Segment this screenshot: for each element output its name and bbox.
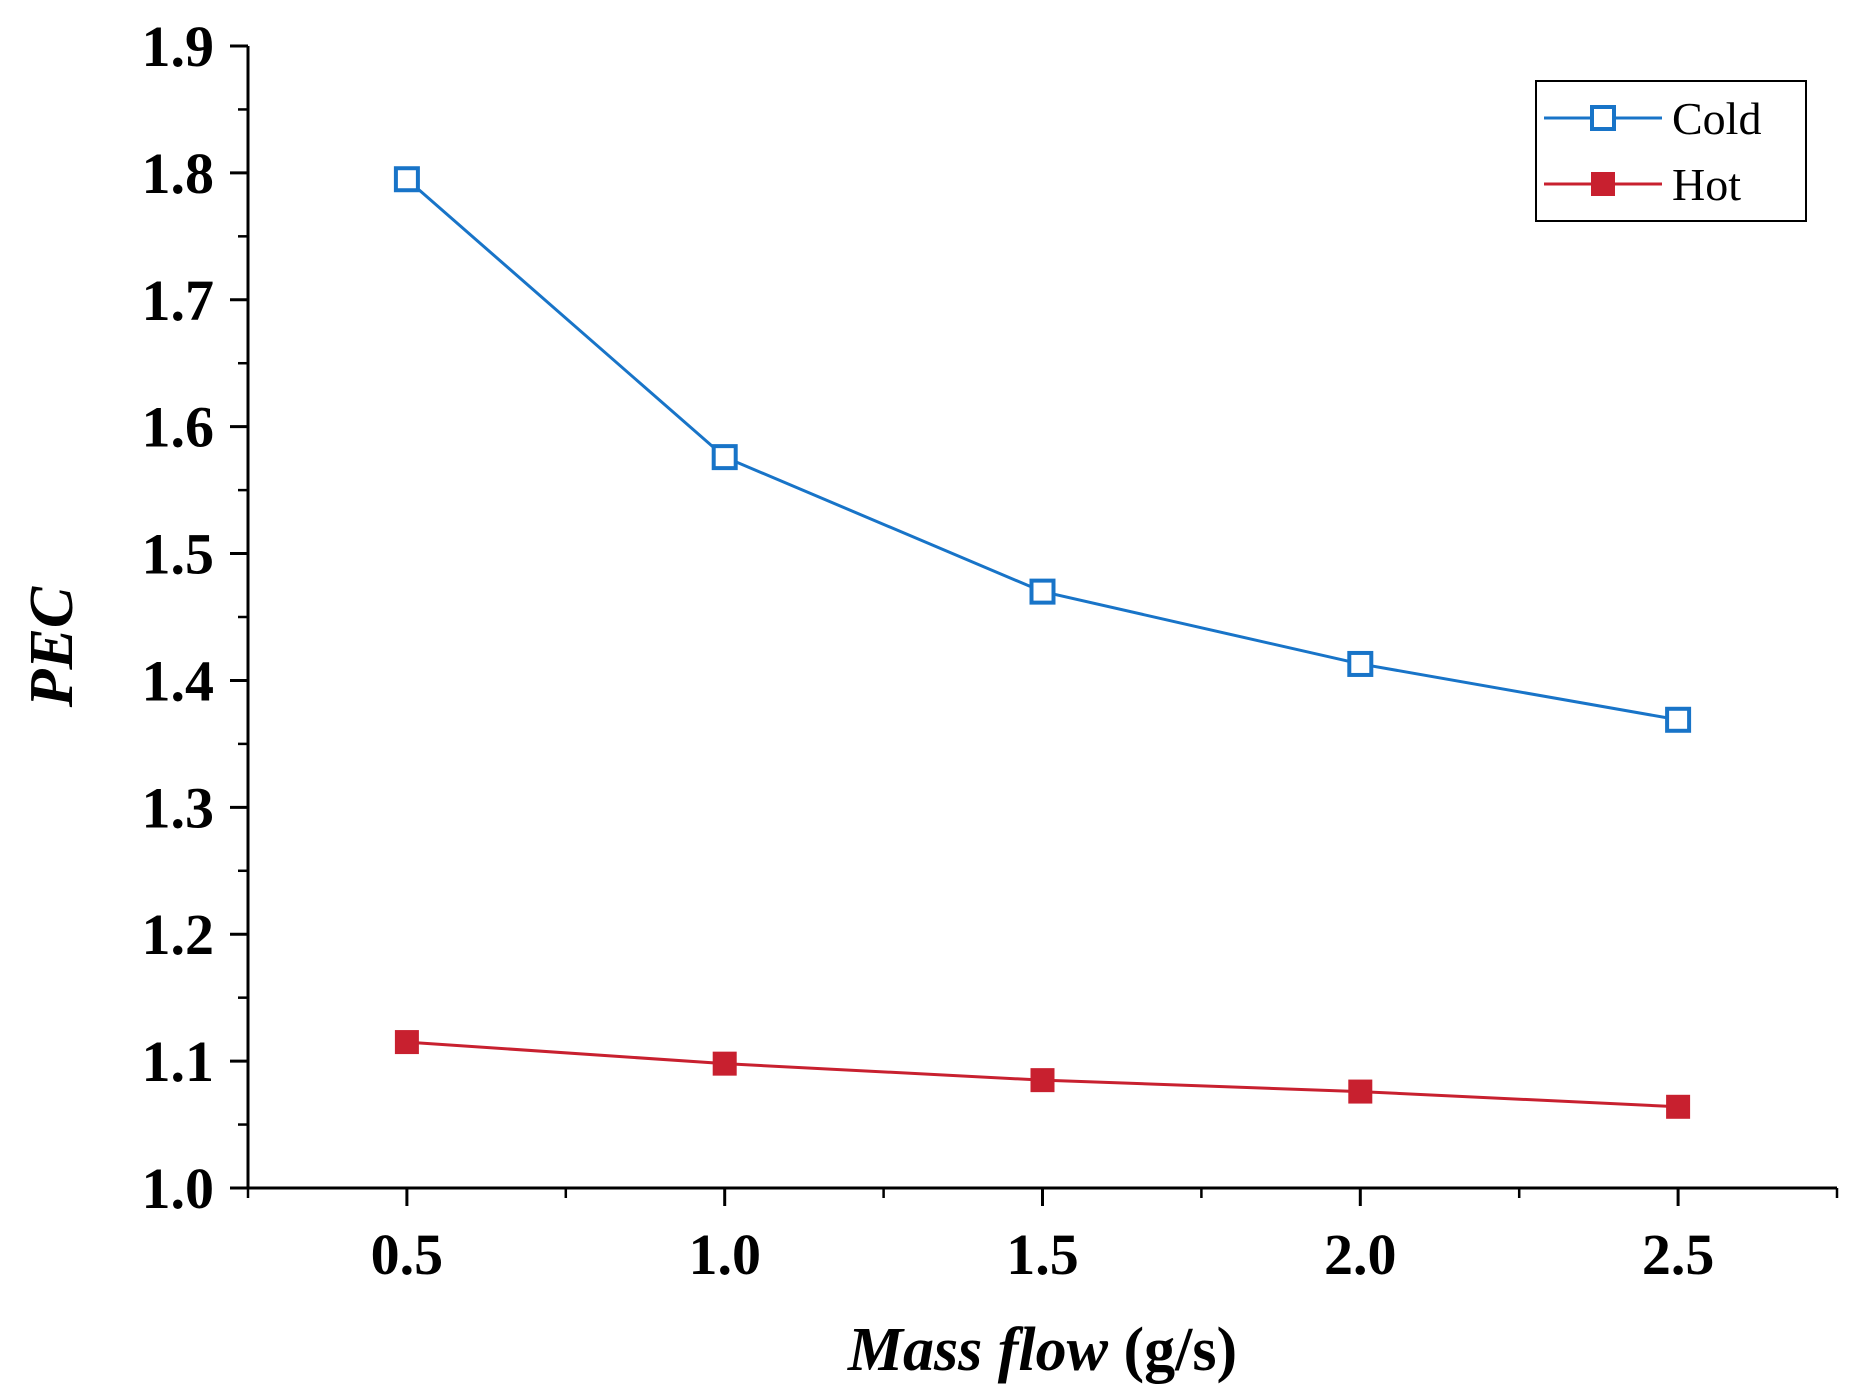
y-tick-label: 1.3 (142, 775, 215, 840)
x-tick-label: 2.5 (1642, 1222, 1715, 1287)
y-tick-label: 1.9 (142, 14, 215, 79)
x-tick-label: 1.0 (688, 1222, 761, 1287)
x-tick-label: 2.0 (1324, 1222, 1397, 1287)
series-cold (393, 166, 1692, 733)
data-point-cold (1029, 578, 1056, 605)
legend-marker-cold (1590, 105, 1616, 131)
x-tick-label: 0.5 (371, 1222, 444, 1287)
x-tick-label: 1.5 (1006, 1222, 1079, 1287)
data-point-hot (712, 1051, 737, 1076)
y-tick-label: 1.4 (142, 648, 215, 713)
y-tick-label: 1.2 (142, 902, 215, 967)
ticks: 1.0 1.1 1.2 1.3 1.4 1.5 1.6 1.7 1.8 1.9 0.5 1.0 1.5 2… (142, 14, 1839, 1287)
y-tick-label: 1.5 (142, 522, 215, 587)
data-point-cold (1347, 650, 1374, 677)
data-point-cold (711, 444, 738, 471)
legend: Cold Hot (1535, 80, 1807, 222)
legend-marker-hot (1591, 172, 1615, 196)
y-tick-label: 1.6 (142, 395, 215, 460)
data-point-hot (1030, 1068, 1055, 1093)
data-point-hot (1666, 1094, 1691, 1119)
y-tick-label: 1.0 (142, 1156, 215, 1221)
data-point-cold (1665, 706, 1692, 733)
data-point-cold (393, 166, 420, 193)
legend-label-cold: Cold (1672, 93, 1761, 144)
y-axis-title: PEC (18, 586, 86, 708)
series-line-cold (405, 178, 1679, 722)
x-axis-title-main: Mass flow (847, 1316, 1109, 1384)
series-hot (394, 1030, 1691, 1119)
legend-box (1535, 80, 1807, 222)
series-layer (393, 166, 1692, 1119)
y-tick-label: 1.8 (142, 141, 215, 206)
x-axis-title: Mass flow (g/s) (847, 1316, 1237, 1384)
y-tick-label: 1.1 (142, 1029, 215, 1094)
y-tick-label: 1.7 (142, 268, 215, 333)
legend-label-hot: Hot (1672, 159, 1741, 210)
data-point-hot (394, 1030, 419, 1055)
x-axis-title-unit: (g/s) (1108, 1316, 1237, 1384)
data-point-hot (1348, 1079, 1373, 1104)
